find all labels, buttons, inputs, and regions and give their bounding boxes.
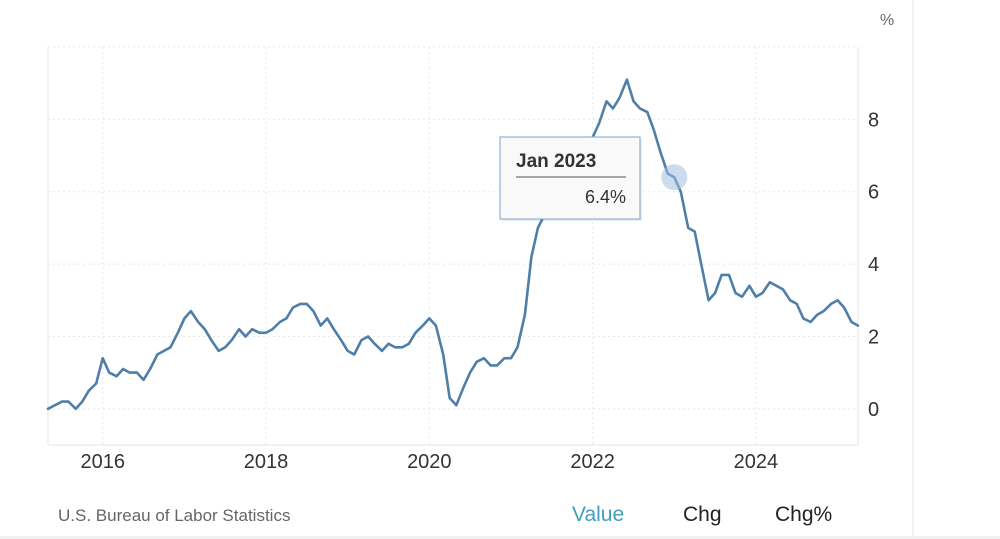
- chart-footer: U.S. Bureau of Labor Statistics Value Ch…: [0, 496, 1000, 539]
- hover-point-marker: [661, 164, 688, 191]
- y-tick-label: 8: [868, 109, 879, 131]
- tooltip-box: [499, 136, 641, 220]
- series-layer[interactable]: [46, 78, 860, 411]
- tab-chg[interactable]: Chg: [683, 503, 722, 526]
- bottom-divider: [0, 536, 1000, 539]
- y-unit-label: %: [880, 12, 894, 29]
- x-axis: 2016 2018 2020 2022 2024: [80, 451, 778, 473]
- source-label: U.S. Bureau of Labor Statistics: [58, 506, 291, 525]
- y-tick-label: 6: [868, 182, 879, 204]
- series-line[interactable]: [46, 78, 860, 411]
- tab-value[interactable]: Value: [572, 503, 625, 526]
- y-tick-label: 4: [868, 254, 879, 276]
- y-tick-label: 0: [868, 399, 879, 421]
- x-tick-label: 2018: [244, 451, 289, 473]
- tab-chg-percent[interactable]: Chg%: [775, 503, 833, 526]
- x-tick-label: 2022: [570, 451, 615, 473]
- x-tick-label: 2020: [407, 451, 452, 473]
- hover-tooltip: Jan 2023 6.4%: [499, 136, 688, 221]
- panel-divider: [912, 0, 914, 539]
- y-tick-label: 2: [868, 326, 879, 348]
- y-axis: 0 2 4 6 8: [868, 109, 879, 420]
- tooltip-date: Jan 2023: [516, 151, 596, 172]
- x-tick-label: 2016: [80, 451, 125, 473]
- tooltip-value: 6.4%: [585, 187, 626, 207]
- chart-grid: [47, 46, 859, 446]
- x-tick-label: 2024: [734, 451, 779, 473]
